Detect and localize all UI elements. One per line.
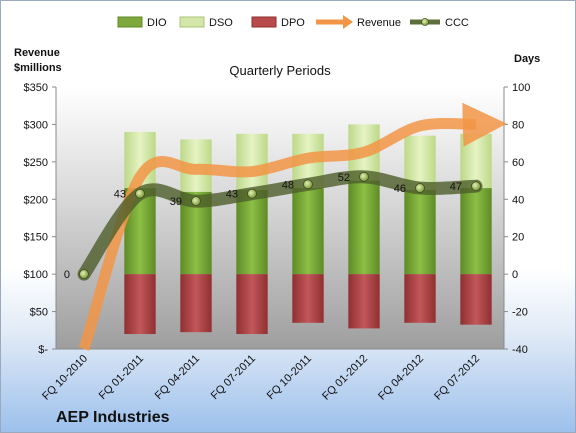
chart-title: Quarterly Periods: [229, 63, 331, 78]
x-tick-label: FQ 10-2010: [40, 353, 90, 403]
ccc-point: [359, 171, 369, 182]
ccc-data-label: 39: [170, 196, 182, 208]
dpo-bar: [292, 274, 324, 323]
ccc-point: [247, 188, 257, 199]
right-tick-label: 40: [512, 194, 524, 206]
right-tick-label: -40: [512, 344, 528, 356]
left-tick-label: $300: [24, 119, 48, 131]
x-tick-label: FQ 10-2011: [265, 353, 314, 402]
dpo-bar: [124, 274, 156, 335]
right-tick-label: 60: [512, 157, 524, 169]
ccc-data-label: 43: [114, 189, 126, 201]
dio-bar: [236, 189, 268, 275]
ccc-point: [191, 196, 201, 207]
legend-label-revenue: Revenue: [357, 17, 401, 29]
right-tick-label: 20: [512, 232, 524, 244]
company-name: AEP Industries: [56, 409, 170, 426]
dpo-bar: [460, 274, 492, 325]
ccc-point: [135, 188, 145, 199]
ccc-data-label: 52: [338, 172, 350, 184]
x-tick-label: FQ 07-2011: [209, 353, 258, 402]
left-axis-title-line1: Revenue: [14, 47, 60, 59]
x-tick-label: FQ 01-2011: [97, 353, 146, 402]
right-tick-label: 80: [512, 119, 524, 131]
dio-bar: [348, 180, 380, 275]
dpo-bar: [180, 274, 212, 333]
dpo-bar: [404, 274, 436, 323]
left-axis-title-line2: $millions: [14, 62, 62, 74]
x-tick-label: FQ 01-2012: [320, 353, 370, 403]
dpo-bar: [348, 274, 380, 329]
x-tick-label: FQ 07-2012: [432, 353, 482, 403]
legend-label-dio: DIO: [147, 17, 167, 29]
ccc-data-label: 48: [282, 179, 294, 191]
legend-swatch-dso: [179, 16, 205, 28]
ccc-point: [471, 181, 481, 192]
right-tick-label: 0: [512, 269, 518, 281]
ccc-point: [303, 179, 313, 190]
ccc-point: [415, 183, 425, 193]
right-tick-label: -20: [512, 307, 528, 319]
x-tick-label: FQ 04-2012: [376, 353, 426, 403]
legend-arrowhead-revenue: [343, 15, 353, 29]
ccc-data-label: 46: [394, 183, 406, 195]
legend-swatch-dpo: [251, 16, 277, 28]
dso-bar: [236, 133, 268, 190]
legend-marker-ccc: [421, 18, 429, 26]
right-tick-label: 100: [512, 82, 530, 94]
dpo-bar: [236, 274, 268, 335]
left-tick-label: $-: [38, 344, 48, 356]
x-tick-label: FQ 04-2011: [153, 353, 202, 402]
ccc-point: [79, 269, 89, 280]
dio-bar: [292, 188, 324, 275]
left-tick-label: $50: [30, 307, 48, 319]
legend-label-ccc: CCC: [445, 17, 469, 29]
left-tick-label: $200: [24, 194, 48, 206]
left-tick-label: $150: [24, 232, 48, 244]
left-tick-label: $250: [24, 157, 48, 169]
left-tick-label: $350: [24, 82, 48, 94]
ccc-data-label: 0: [64, 269, 70, 281]
dio-bar: [404, 189, 436, 275]
legend-label-dpo: DPO: [281, 17, 305, 29]
legend-swatch-dio: [117, 16, 143, 28]
legend-label-dso: DSO: [209, 17, 233, 29]
ccc-data-label: 43: [226, 189, 238, 201]
left-tick-label: $100: [24, 269, 48, 281]
right-axis-title: Days: [514, 53, 540, 65]
ccc-data-label: 47: [450, 181, 462, 193]
dio-bar: [460, 188, 492, 275]
